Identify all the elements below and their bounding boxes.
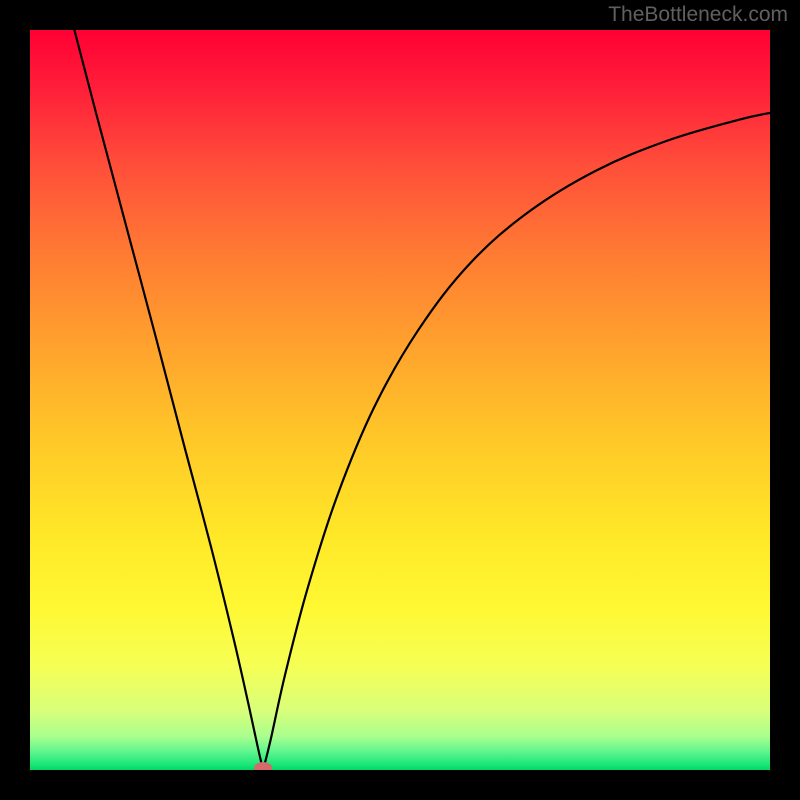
plot-area bbox=[30, 30, 770, 770]
watermark-text: TheBottleneck.com bbox=[608, 3, 788, 26]
bottleneck-chart: TheBottleneck.com bbox=[0, 0, 800, 800]
